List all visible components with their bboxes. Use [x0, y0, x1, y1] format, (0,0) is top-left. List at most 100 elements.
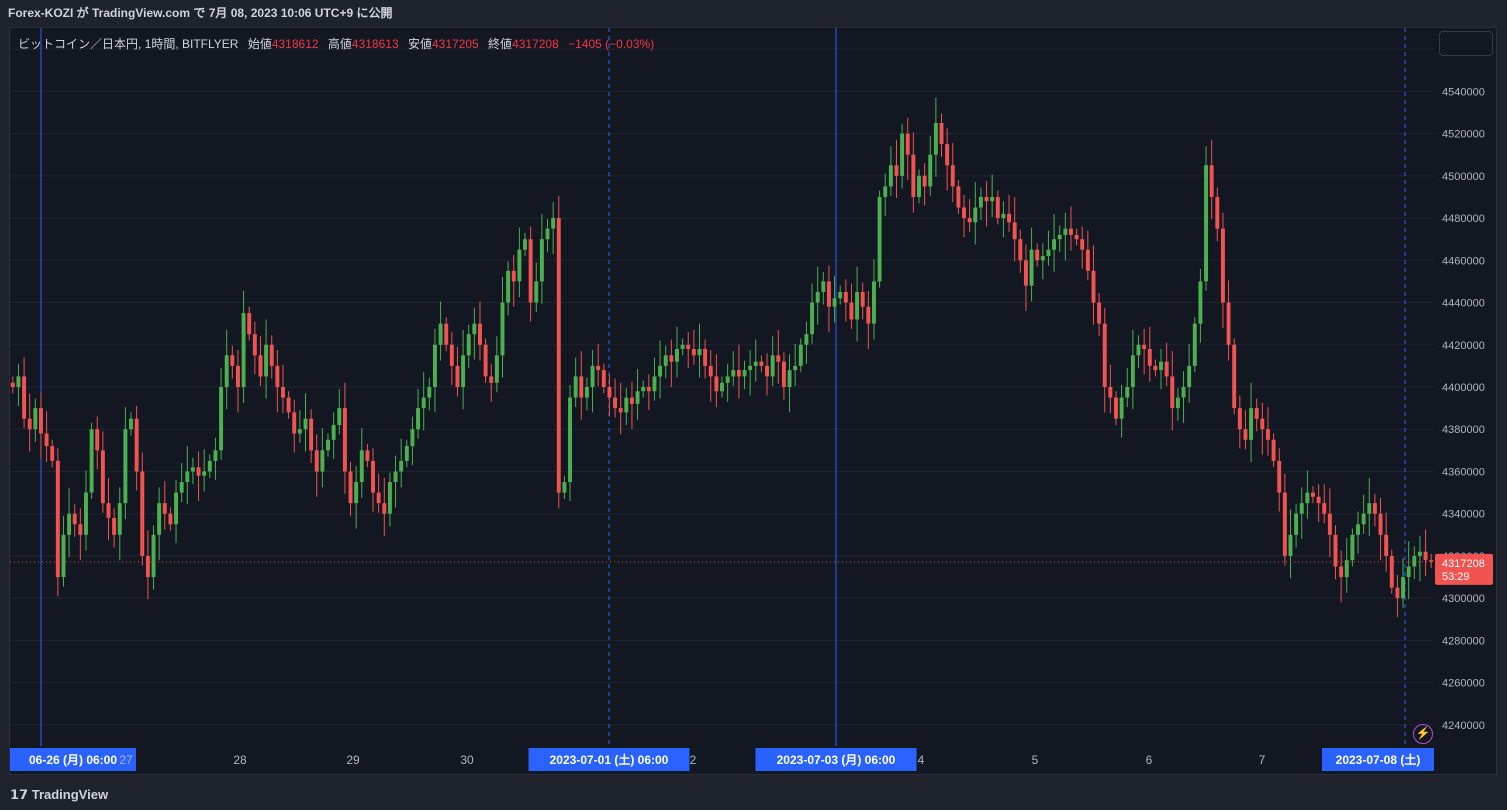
candle-body	[129, 418, 133, 430]
candle-body	[416, 408, 421, 430]
candle-body	[455, 365, 460, 387]
candle-body	[1063, 228, 1068, 235]
candle-body	[691, 348, 696, 356]
candle-body	[928, 154, 933, 187]
candle-body	[900, 133, 905, 176]
candle-body	[438, 323, 443, 345]
candle-body	[1187, 365, 1192, 387]
candle-body	[669, 355, 674, 362]
candle-body	[478, 323, 482, 345]
candle-body	[523, 239, 527, 250]
candle-body	[984, 196, 989, 202]
candle-body	[354, 482, 359, 504]
candle-body	[1277, 460, 1282, 493]
x-tick-label: 28	[233, 753, 247, 767]
y-tick-label: 4260000	[1442, 678, 1485, 690]
candle-body	[1327, 513, 1332, 535]
candle-body	[1198, 281, 1203, 324]
y-tick-label: 4240000	[1442, 720, 1485, 732]
candle-body	[1344, 560, 1349, 578]
candle-body	[1378, 513, 1383, 535]
candle-body	[973, 207, 978, 223]
candle-body	[399, 460, 404, 472]
close-label: 終値	[488, 37, 513, 51]
candle-body	[1232, 344, 1237, 409]
candle-body	[38, 408, 43, 434]
candle-body	[1339, 566, 1344, 578]
candle-body	[275, 365, 280, 387]
candle-body	[1389, 555, 1394, 588]
candle-body	[359, 450, 364, 483]
candle-body	[376, 492, 381, 504]
candle-body	[860, 291, 865, 307]
candle-body	[427, 387, 432, 398]
candle-body	[776, 355, 781, 362]
candle-body	[162, 503, 167, 514]
candle-body	[568, 397, 573, 483]
y-tick-label: 4460000	[1442, 255, 1485, 267]
candle-body	[1147, 348, 1152, 366]
candle-body	[810, 302, 815, 335]
candle-body	[10, 382, 15, 387]
chart-settings-button[interactable]	[1439, 31, 1493, 56]
candle-body	[607, 387, 612, 398]
candle-body	[990, 196, 995, 202]
candle-body	[911, 154, 916, 197]
open-value: 4318612	[271, 37, 319, 51]
candle-body	[157, 503, 162, 535]
candle-body	[1372, 503, 1377, 514]
candle-body	[1159, 361, 1163, 371]
candle-body	[652, 376, 657, 392]
candle-body	[1130, 355, 1135, 387]
candle-body	[798, 344, 803, 366]
candle-body	[1029, 249, 1034, 286]
candle-body	[1282, 492, 1287, 556]
candle-body	[1226, 302, 1231, 345]
candle-body	[27, 418, 32, 430]
candle-body	[1091, 270, 1096, 303]
candle-body	[1052, 239, 1057, 250]
candle-body	[33, 408, 38, 430]
candle-body	[945, 144, 950, 166]
candle-body	[472, 323, 477, 335]
close-value: 4317208	[512, 37, 559, 51]
candle-body	[826, 281, 831, 307]
candle-body	[866, 306, 871, 324]
candle-body	[348, 471, 353, 504]
x-tick-label: 2023-07-03 (月) 06:00	[777, 753, 896, 767]
chart-frame[interactable]	[9, 27, 1497, 775]
candle-body	[489, 376, 494, 383]
candle-body	[1007, 213, 1012, 223]
candle-body	[1170, 376, 1175, 409]
high-value: 4318613	[351, 37, 399, 51]
candle-body	[933, 123, 938, 155]
candle-body	[1136, 344, 1141, 356]
candle-body	[1260, 418, 1265, 430]
candle-body	[534, 281, 539, 303]
brand-label: TradingView	[31, 787, 109, 802]
candle-body	[1018, 239, 1023, 261]
candle-body	[145, 555, 150, 578]
candle-body	[432, 344, 437, 387]
candle-body	[1423, 551, 1428, 561]
countdown-label: 53:29	[1442, 571, 1470, 583]
candle-body	[1249, 408, 1254, 440]
last-price-label: 4317208	[1442, 558, 1485, 570]
y-tick-label: 4440000	[1442, 298, 1485, 310]
candle-body	[303, 418, 308, 430]
candle-body	[1057, 234, 1062, 240]
candle-body	[494, 355, 499, 383]
low-label: 安値	[407, 37, 432, 51]
candle-body	[1181, 387, 1186, 398]
candle-body	[196, 467, 201, 476]
candle-body	[382, 503, 387, 514]
candle-body	[331, 425, 336, 440]
candle-body	[843, 291, 848, 303]
lightning-icon[interactable]: ⚡	[1413, 724, 1433, 744]
candle-body	[922, 175, 927, 187]
candle-body	[573, 376, 578, 398]
candle-body	[421, 397, 426, 409]
candle-body	[1254, 408, 1259, 419]
candle-body	[1215, 196, 1220, 229]
